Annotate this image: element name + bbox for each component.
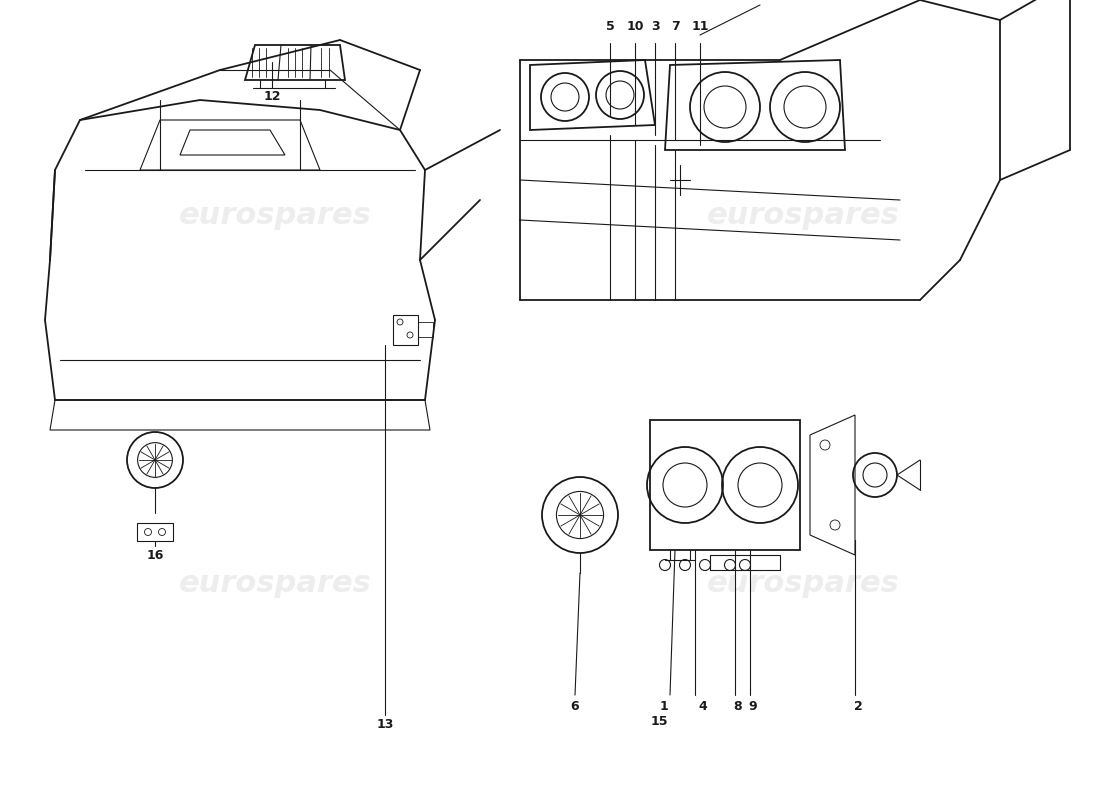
Text: 5: 5 [606,20,615,33]
Text: eurospares: eurospares [178,570,372,598]
Text: eurospares: eurospares [178,202,372,230]
Bar [650,420,800,550]
Text: 10: 10 [626,20,644,33]
Text: 9: 9 [749,700,757,713]
Text: 7: 7 [671,20,680,33]
Text: 8: 8 [734,700,742,713]
Bar [418,322,433,337]
Text: 2: 2 [854,700,862,713]
Text: 4: 4 [698,700,706,713]
Text: 1: 1 [659,700,668,713]
Text: 16: 16 [146,549,164,562]
Text: 13: 13 [376,718,394,731]
Text: 12: 12 [263,90,280,103]
Text: 3: 3 [651,20,659,33]
Text: 6: 6 [571,700,580,713]
Text: eurospares: eurospares [706,202,900,230]
Text: 15: 15 [650,715,668,728]
Text: eurospares: eurospares [706,570,900,598]
Bar [393,315,418,345]
Text: 11: 11 [691,20,708,33]
